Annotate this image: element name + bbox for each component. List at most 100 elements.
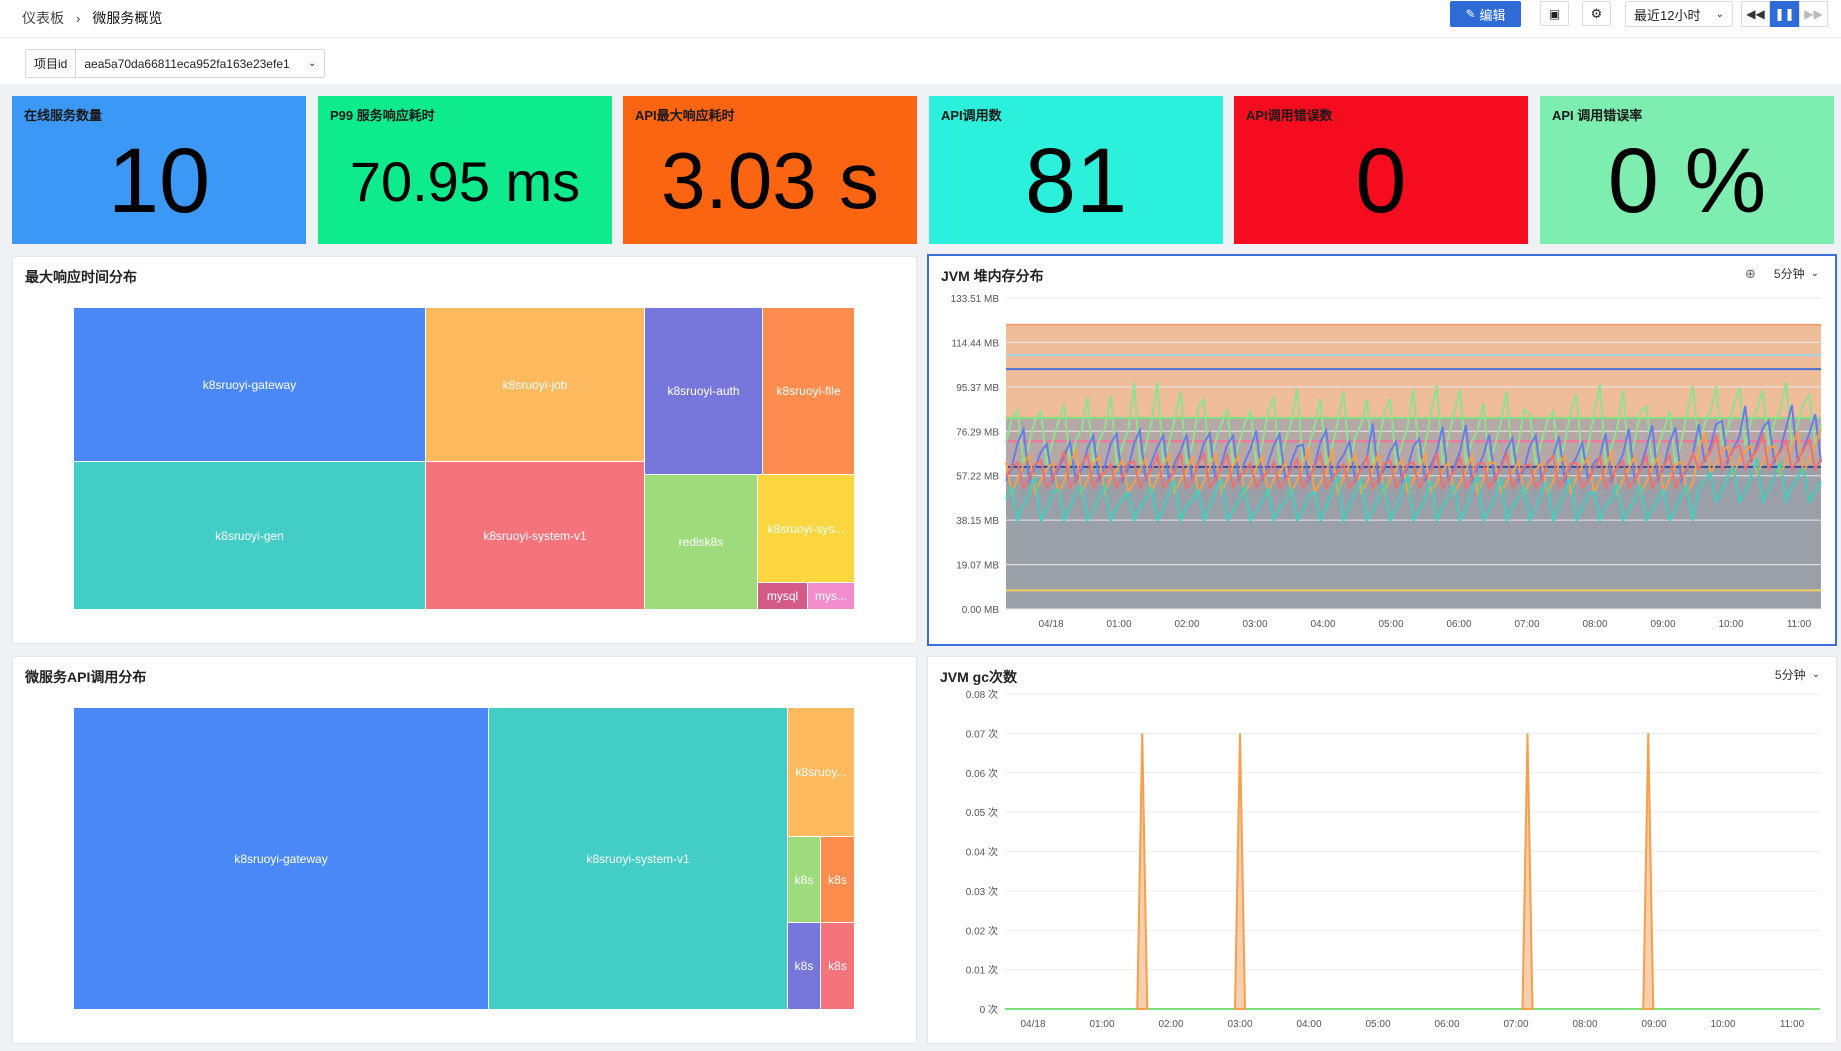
- pause-button[interactable]: ❚❚: [1770, 1, 1799, 27]
- stat-title: API 调用错误率: [1552, 108, 1643, 123]
- pause-icon: ❚❚: [1774, 7, 1795, 21]
- treemap-cell[interactable]: k8sruoyi-auth: [645, 308, 763, 475]
- x-tick-label: 02:00: [1158, 1019, 1183, 1030]
- treemap-cell[interactable]: redisk8s: [645, 475, 758, 610]
- interval-select[interactable]: 5分钟: [1773, 267, 1805, 281]
- stat-card-api-max-latency: API最大响应耗时 3.03 s: [623, 96, 917, 244]
- panel-title: JVM gc次数: [940, 669, 1018, 685]
- series-line: [1005, 457, 1822, 525]
- x-tick-label: 01:00: [1106, 619, 1131, 630]
- jvm-gc-chart: 0 次 0.01 次 0.02 次 0.03 次 0.04 次 0.05 次 0.06 次 0…: [966, 688, 1820, 1030]
- x-tick-label: 07:00: [1503, 1019, 1528, 1030]
- panel-title: 微服务API调用分布: [25, 669, 147, 685]
- x-tick-label: 09:00: [1641, 1019, 1666, 1030]
- stat-title: 在线服务数量: [24, 108, 103, 123]
- treemap-cell[interactable]: k8sruoyi-gen: [74, 462, 426, 610]
- stat-title: P99 服务响应耗时: [330, 108, 435, 123]
- playback-controls: ◀◀ ❚❚ ▶▶: [1741, 1, 1828, 27]
- chevron-down-icon: ⌄: [307, 58, 317, 69]
- project-id-value: aea5a70da66811eca952fa163e23efe1: [84, 56, 290, 71]
- y-tick-label: 76.29 MB: [956, 427, 999, 438]
- stat-value: 0 %: [1607, 129, 1767, 232]
- x-tick-label: 10:00: [1710, 1019, 1735, 1030]
- x-tick-label: 11:00: [1780, 1019, 1805, 1030]
- panel-title: JVM 堆内存分布: [941, 268, 1044, 284]
- treemap-cell[interactable]: k8sruoyi-gateway: [74, 308, 426, 462]
- series-line: [1005, 404, 1822, 485]
- jvm-gc-panel: JVM gc次数 5分钟 ⌄ 0 次 0.01 次 0.02 次 0.03 次 0.04…: [927, 656, 1837, 1044]
- y-tick-label: 0.06 次: [966, 767, 998, 780]
- y-tick-label: 38.15 MB: [956, 516, 999, 527]
- edit-button[interactable]: ✎ 编辑: [1450, 1, 1521, 27]
- treemap-cell[interactable]: k8sruoyi-sys...: [758, 475, 855, 583]
- panel-controls: 5分钟 ⌄: [1775, 666, 1820, 683]
- project-id-filter[interactable]: 项目id aea5a70da66811eca952fa163e23efe1 ⌄: [25, 49, 326, 78]
- x-tick-label: 05:00: [1378, 619, 1403, 630]
- x-tick-label: 06:00: [1446, 619, 1471, 630]
- stat-value: 10: [107, 129, 211, 232]
- x-tick-label: 04:00: [1296, 1019, 1321, 1030]
- gear-icon: ⚙: [1590, 5, 1603, 21]
- stat-card-api-errors: API调用错误数 0: [1234, 96, 1528, 244]
- chevron-down-icon: ⌄: [1810, 268, 1819, 279]
- treemap-cell[interactable]: k8sruoy...: [788, 708, 855, 837]
- save-button[interactable]: ▣: [1540, 1, 1569, 26]
- x-tick-label: 04/18: [1020, 1019, 1045, 1030]
- filter-bar: 项目id aea5a70da66811eca952fa163e23efe1 ⌄: [0, 38, 1841, 84]
- stat-title: API调用错误数: [1246, 108, 1333, 123]
- treemap-cell[interactable]: k8sruoyi-system-v1: [489, 708, 788, 1010]
- project-id-select[interactable]: aea5a70da66811eca952fa163e23efe1 ⌄: [76, 50, 324, 77]
- stat-value: 0: [1355, 129, 1407, 232]
- settings-button[interactable]: ⚙: [1582, 1, 1611, 26]
- y-tick-label: 0.07 次: [966, 727, 998, 740]
- top-bar: 仪表板 › 微服务概览 ✎ 编辑 ▣ ⚙ 最近12小时 ⌄ ◀◀ ❚❚ ▶▶: [0, 0, 1841, 38]
- time-range-select[interactable]: 最近12小时 ⌄: [1625, 1, 1733, 27]
- jvm-heap-panel[interactable]: JVM 堆内存分布 ⊕ 5分钟 ⌄ 0.00 MB 19.07 MB 38.15 M…: [927, 254, 1837, 646]
- y-tick-label: 114.44 MB: [951, 338, 999, 349]
- chevron-right-icon: ›: [76, 10, 81, 26]
- x-tick-label: 08:00: [1582, 619, 1607, 630]
- treemap-cell[interactable]: k8sruoyi-gateway: [74, 708, 489, 1010]
- x-tick-label: 01:00: [1089, 1019, 1114, 1030]
- y-tick-label: 0.00 MB: [962, 605, 1000, 616]
- x-tick-label: 04/18: [1038, 619, 1063, 630]
- chevron-down-icon: ⌄: [1811, 669, 1820, 680]
- stat-card-online-services: 在线服务数量 10: [12, 96, 306, 244]
- max-response-treemap-panel: 最大响应时间分布 k8sruoyi-gateway k8sruoyi-gen k8s…: [12, 256, 917, 644]
- treemap-cell[interactable]: k8sruoyi-system-v1: [426, 462, 645, 610]
- treemap-cell[interactable]: k8s: [788, 837, 821, 923]
- y-tick-label: 133.51 MB: [951, 294, 1000, 305]
- breadcrumb-root[interactable]: 仪表板: [22, 10, 64, 26]
- treemap-cell[interactable]: k8s: [821, 923, 855, 1010]
- stat-value: 3.03 s: [661, 136, 879, 225]
- y-tick-label: 95.37 MB: [956, 383, 999, 394]
- gc-peak: [1233, 733, 1247, 1010]
- forward-icon: ▶▶: [1804, 7, 1823, 21]
- zoom-icon[interactable]: ⊕: [1745, 265, 1756, 281]
- x-tick-label: 11:00: [1787, 619, 1812, 630]
- time-range-value: 最近12小时: [1634, 7, 1701, 23]
- y-tick-label: 0.01 次: [966, 964, 998, 977]
- x-tick-label: 03:00: [1242, 619, 1267, 630]
- jvm-heap-chart: 0.00 MB 19.07 MB 38.15 MB 57.22 MB 76.29 MB 9…: [951, 294, 1822, 630]
- treemap-cell[interactable]: k8s: [788, 923, 821, 1010]
- interval-select[interactable]: 5分钟: [1774, 668, 1806, 682]
- page-title: 微服务概览: [92, 10, 163, 26]
- forward-button[interactable]: ▶▶: [1799, 1, 1828, 27]
- treemap: k8sruoyi-gateway k8sruoyi-system-v1 k8sruo…: [74, 708, 855, 1010]
- edit-icon: ✎: [1465, 7, 1476, 21]
- rewind-button[interactable]: ◀◀: [1741, 1, 1770, 27]
- y-tick-label: 0.08 次: [966, 688, 998, 701]
- treemap-cell[interactable]: mysql: [758, 583, 808, 610]
- treemap-cell[interactable]: k8sruoyi-job: [426, 308, 645, 462]
- treemap-cell[interactable]: k8sruoyi-file: [763, 308, 855, 475]
- x-tick-label: 09:00: [1650, 619, 1675, 630]
- edit-button-label: 编辑: [1479, 7, 1506, 23]
- gc-peak: [1136, 733, 1149, 1010]
- x-tick-label: 03:00: [1227, 1019, 1252, 1030]
- treemap-cell[interactable]: k8s: [821, 837, 855, 923]
- chevron-down-icon: ⌄: [1715, 8, 1724, 20]
- treemap-cell[interactable]: mys...: [808, 583, 855, 610]
- rewind-icon: ◀◀: [1746, 7, 1765, 21]
- x-tick-label: 04:00: [1310, 619, 1335, 630]
